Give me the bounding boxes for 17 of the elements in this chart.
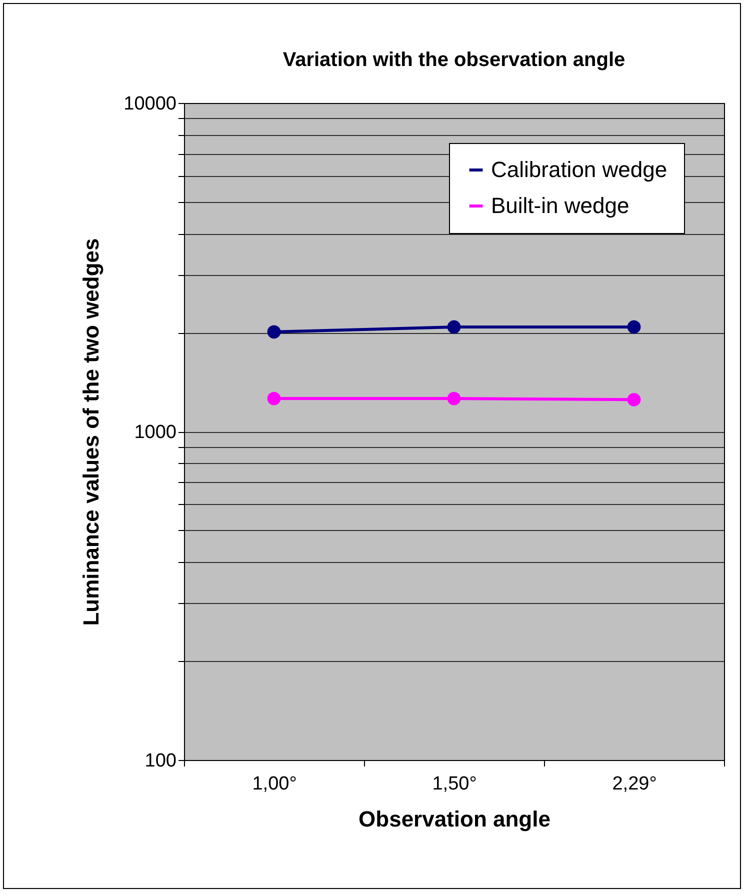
point xyxy=(267,325,281,339)
legend-label: Calibration wedge xyxy=(491,157,668,182)
point xyxy=(627,320,641,334)
point xyxy=(627,392,641,406)
x-tick-label: 1,00° xyxy=(252,774,297,794)
y-tick-label: 1000 xyxy=(134,422,176,443)
point xyxy=(267,392,281,406)
x-tick-label: 1,50° xyxy=(432,774,477,794)
y-axis-title: Luminance values of the two wedges xyxy=(78,238,104,626)
y-tick-label: 10000 xyxy=(124,94,176,114)
point xyxy=(447,320,461,334)
x-tick-label: 2,29° xyxy=(612,774,657,794)
point xyxy=(447,392,461,406)
x-axis-title: Observation angle xyxy=(358,806,550,832)
y-tick-label: 100 xyxy=(144,750,176,772)
legend-label: Built-in wedge xyxy=(491,193,630,218)
chart-title: Variation with the observation angle xyxy=(282,49,626,71)
